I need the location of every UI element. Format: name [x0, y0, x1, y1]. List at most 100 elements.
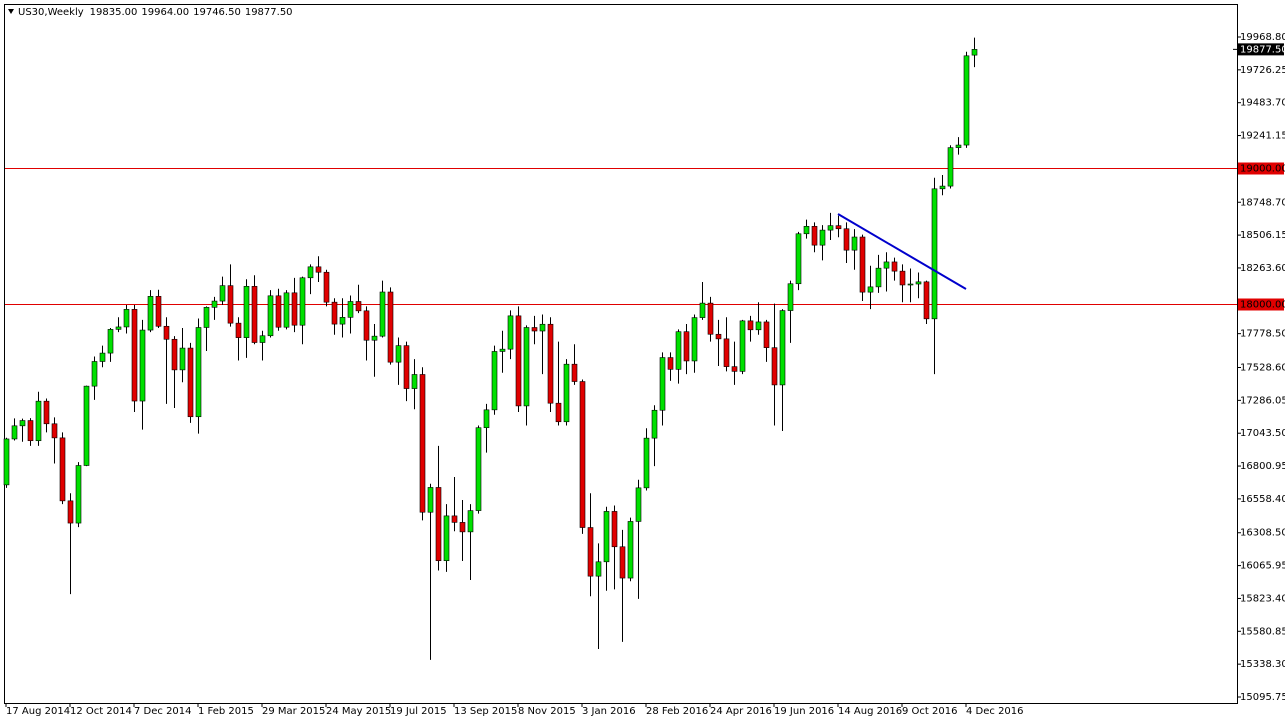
candle-body — [19, 420, 26, 427]
candle-body — [195, 327, 202, 418]
y-tick-label: 15580.85 — [1240, 626, 1285, 637]
candle-body — [147, 296, 154, 331]
y-tick-label: 17043.50 — [1240, 428, 1285, 439]
candle-body — [523, 327, 530, 407]
y-tick-label: 19726.25 — [1240, 65, 1285, 76]
candle-body — [99, 352, 106, 362]
candle-body — [323, 271, 330, 303]
candle-body — [683, 331, 690, 362]
candle-body — [819, 229, 826, 246]
x-tick-label: 7 Dec 2014 — [134, 706, 192, 717]
y-tick-label: 15338.30 — [1240, 659, 1285, 670]
candle-body — [699, 302, 706, 318]
candle-body — [123, 309, 130, 328]
candle-body — [235, 322, 242, 338]
candle-body — [971, 49, 978, 56]
candle-body — [667, 357, 674, 370]
candle-body — [779, 310, 786, 386]
y-tick-label: 17286.05 — [1240, 395, 1285, 406]
candle-body — [795, 233, 802, 285]
candle-body — [923, 281, 930, 320]
candle-body — [419, 374, 426, 513]
x-tick-label: 12 Oct 2014 — [70, 706, 132, 717]
quote: 19835.00 — [90, 7, 138, 18]
price-label: 18000.00 — [1240, 300, 1285, 311]
candle-body — [723, 338, 730, 367]
candle-body — [11, 425, 18, 440]
candle-body — [43, 400, 50, 425]
candle-body — [627, 521, 634, 579]
candle-body — [27, 420, 34, 442]
candle-body — [499, 348, 506, 352]
candle-body — [187, 347, 194, 418]
candle-body — [275, 295, 282, 328]
trend-line — [837, 213, 967, 290]
candle-body — [619, 546, 626, 579]
candle-body — [395, 345, 402, 363]
menu-arrow[interactable] — [8, 9, 14, 14]
y-tick-label: 19241.15 — [1240, 131, 1285, 142]
candle-body — [243, 286, 250, 338]
x-tick-label: 3 Jan 2016 — [582, 706, 636, 717]
candle-body — [563, 363, 570, 423]
candle-body — [91, 361, 98, 387]
current-price-label: 19877.50 — [1240, 44, 1285, 55]
x-tick-label: 19 Jul 2015 — [390, 706, 447, 717]
candle-body — [715, 333, 722, 340]
candle-body — [267, 295, 274, 337]
candle-body — [131, 309, 138, 402]
candle-body — [475, 427, 482, 511]
candle-body — [355, 301, 362, 312]
candle-body — [811, 226, 818, 246]
candle-body — [651, 409, 658, 439]
x-tick-label: 9 Oct 2016 — [902, 706, 957, 717]
header: US30,Weekly 19835.00 19964.00 19746.50 19877… — [18, 7, 293, 18]
candle-body — [139, 329, 146, 402]
candle-body — [947, 147, 954, 187]
y-tick-label: 15095.75 — [1240, 692, 1285, 703]
candle-body — [163, 325, 170, 340]
candle-body — [411, 374, 418, 389]
y-tick-label: 16558.40 — [1240, 494, 1285, 505]
y-tick-label: 19968.80 — [1240, 32, 1285, 43]
candle-body — [907, 283, 914, 286]
candle-body — [451, 515, 458, 523]
candle-body — [347, 301, 354, 318]
candle-body — [787, 283, 794, 311]
x-tick-label: 4 Dec 2016 — [966, 706, 1024, 717]
candle-body — [835, 225, 842, 230]
candle-body — [379, 291, 386, 337]
price-label-box — [1238, 298, 1284, 311]
candle-body — [291, 292, 298, 326]
candle-body — [579, 381, 586, 528]
y-tick-label: 18263.60 — [1240, 263, 1285, 274]
candle-body — [155, 296, 162, 327]
candle-body — [363, 310, 370, 341]
candle-body — [307, 266, 314, 279]
candle-body — [251, 286, 258, 343]
candle-body — [171, 338, 178, 371]
candle-body — [899, 270, 906, 286]
candle-body — [931, 188, 938, 320]
candle-body — [739, 320, 746, 372]
candle-body — [35, 400, 42, 442]
candle-body — [211, 300, 218, 308]
x-tick-label: 28 Feb 2016 — [646, 706, 708, 717]
candle-body — [595, 561, 602, 577]
candle-body — [883, 261, 890, 269]
candle-body — [515, 315, 522, 407]
candle-body — [219, 285, 226, 302]
candle-body — [803, 226, 810, 235]
candle-body — [555, 402, 562, 423]
candle-body — [763, 321, 770, 348]
current-price-box — [1238, 43, 1284, 56]
x-tick-label: 24 May 2015 — [326, 706, 391, 717]
candle-body — [691, 317, 698, 362]
candle-body — [227, 285, 234, 324]
candle-body — [75, 465, 82, 524]
candle-body — [467, 510, 474, 533]
candle-body — [643, 437, 650, 489]
candle-body — [587, 527, 594, 577]
candle-body — [259, 335, 266, 343]
